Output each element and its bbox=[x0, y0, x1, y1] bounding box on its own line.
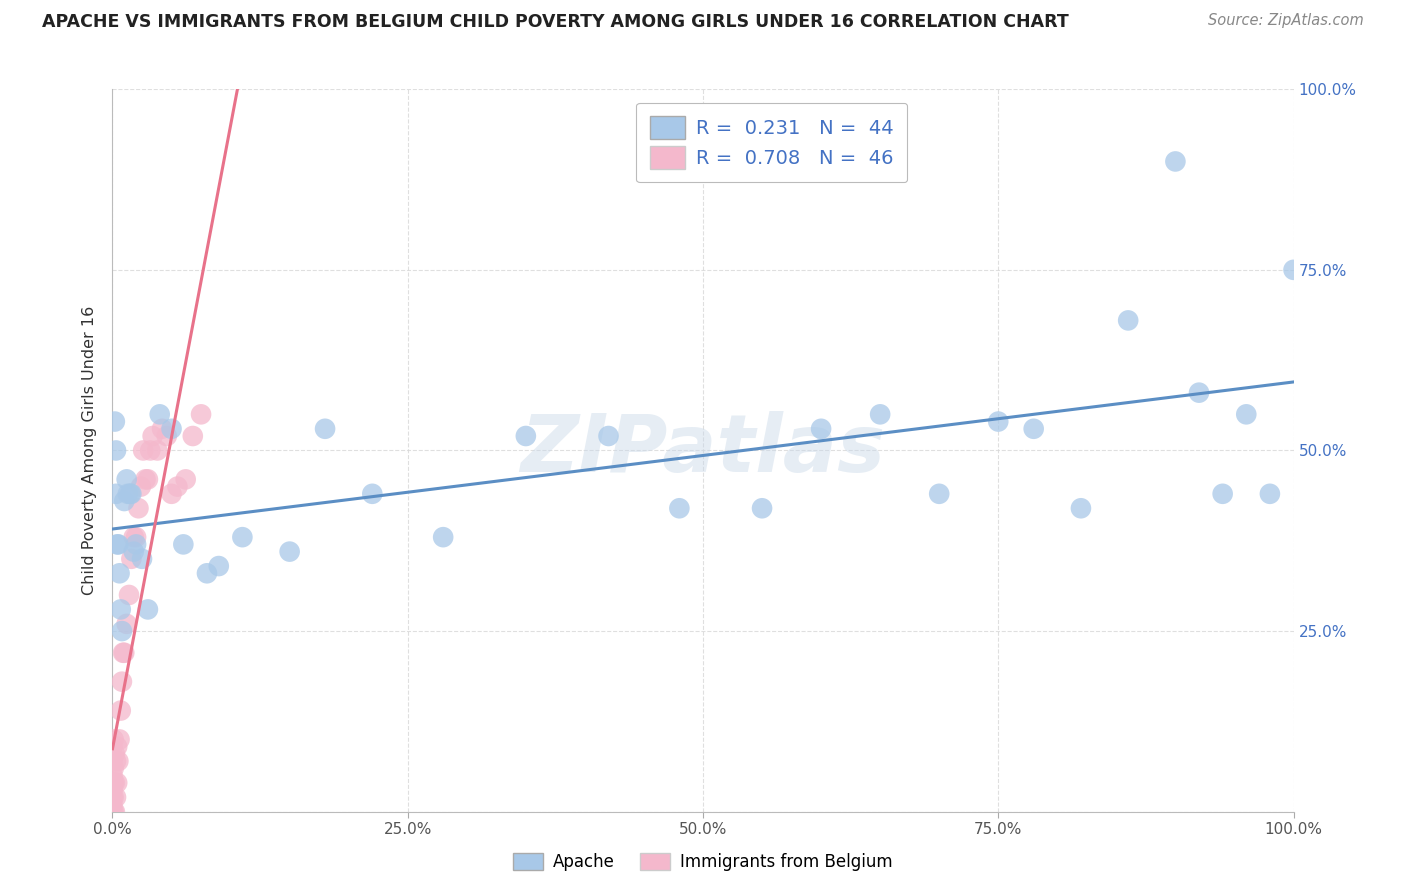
Point bbox=[361, 487, 384, 501]
Point bbox=[432, 530, 454, 544]
Point bbox=[125, 537, 148, 551]
Point bbox=[869, 407, 891, 421]
Point bbox=[103, 805, 125, 819]
Point bbox=[146, 443, 169, 458]
Point bbox=[135, 472, 157, 486]
Point bbox=[598, 429, 620, 443]
Point bbox=[105, 537, 128, 551]
Point bbox=[101, 769, 124, 783]
Text: APACHE VS IMMIGRANTS FROM BELGIUM CHILD POVERTY AMONG GIRLS UNDER 16 CORRELATION: APACHE VS IMMIGRANTS FROM BELGIUM CHILD … bbox=[42, 13, 1069, 31]
Point bbox=[190, 407, 212, 421]
Point bbox=[101, 797, 124, 812]
Point bbox=[810, 422, 832, 436]
Point bbox=[928, 487, 950, 501]
Point bbox=[132, 443, 155, 458]
Point bbox=[101, 790, 124, 805]
Point bbox=[278, 544, 301, 558]
Point bbox=[120, 551, 142, 566]
Point bbox=[115, 616, 138, 631]
Point bbox=[174, 472, 197, 486]
Point bbox=[101, 776, 124, 790]
Point bbox=[112, 646, 135, 660]
Point bbox=[131, 551, 153, 566]
Point bbox=[1258, 487, 1281, 501]
Point bbox=[120, 487, 142, 501]
Point bbox=[515, 429, 537, 443]
Point bbox=[112, 646, 135, 660]
Point bbox=[104, 805, 127, 819]
Point bbox=[160, 422, 183, 436]
Point bbox=[1116, 313, 1139, 327]
Point bbox=[136, 602, 159, 616]
Point bbox=[110, 704, 132, 718]
Point bbox=[104, 415, 127, 429]
Point bbox=[149, 407, 172, 421]
Point bbox=[105, 776, 128, 790]
Point bbox=[118, 588, 141, 602]
Point bbox=[156, 429, 179, 443]
Text: Source: ZipAtlas.com: Source: ZipAtlas.com bbox=[1208, 13, 1364, 29]
Point bbox=[103, 790, 125, 805]
Point bbox=[160, 487, 183, 501]
Point bbox=[103, 776, 125, 790]
Point bbox=[122, 544, 145, 558]
Point bbox=[231, 530, 253, 544]
Point bbox=[107, 537, 129, 551]
Point bbox=[115, 472, 138, 486]
Point bbox=[103, 732, 125, 747]
Point bbox=[107, 754, 129, 768]
Point bbox=[122, 530, 145, 544]
Point bbox=[105, 754, 128, 768]
Point bbox=[125, 530, 148, 544]
Point bbox=[110, 602, 132, 616]
Point bbox=[166, 480, 188, 494]
Point bbox=[112, 494, 135, 508]
Point bbox=[111, 624, 134, 639]
Point bbox=[127, 501, 149, 516]
Point bbox=[105, 739, 128, 754]
Point bbox=[111, 674, 134, 689]
Point bbox=[136, 472, 159, 486]
Point bbox=[105, 790, 128, 805]
Point bbox=[1188, 385, 1211, 400]
Point bbox=[1282, 262, 1305, 277]
Point bbox=[105, 443, 128, 458]
Point bbox=[105, 487, 128, 501]
Point bbox=[1070, 501, 1092, 516]
Point bbox=[181, 429, 204, 443]
Point bbox=[117, 487, 139, 501]
Point bbox=[1164, 154, 1187, 169]
Point bbox=[1234, 407, 1257, 421]
Point bbox=[150, 422, 173, 436]
Point bbox=[104, 776, 127, 790]
Point bbox=[987, 415, 1010, 429]
Point bbox=[120, 487, 142, 501]
Point bbox=[1022, 422, 1045, 436]
Point bbox=[668, 501, 690, 516]
Point bbox=[142, 429, 165, 443]
Text: ZIPatlas: ZIPatlas bbox=[520, 411, 886, 490]
Y-axis label: Child Poverty Among Girls Under 16: Child Poverty Among Girls Under 16 bbox=[82, 306, 97, 595]
Point bbox=[108, 566, 131, 581]
Point bbox=[101, 754, 124, 768]
Point bbox=[129, 480, 152, 494]
Point bbox=[172, 537, 194, 551]
Point bbox=[101, 739, 124, 754]
Legend: R =  0.231   N =  44, R =  0.708   N =  46: R = 0.231 N = 44, R = 0.708 N = 46 bbox=[636, 103, 907, 183]
Point bbox=[103, 761, 125, 775]
Legend: Apache, Immigrants from Belgium: Apache, Immigrants from Belgium bbox=[505, 845, 901, 880]
Point bbox=[108, 732, 131, 747]
Point bbox=[208, 559, 231, 574]
Point bbox=[104, 747, 127, 761]
Point bbox=[195, 566, 218, 581]
Point bbox=[139, 443, 162, 458]
Point bbox=[101, 783, 124, 797]
Point bbox=[1212, 487, 1234, 501]
Point bbox=[101, 805, 124, 819]
Point bbox=[751, 501, 773, 516]
Point bbox=[314, 422, 336, 436]
